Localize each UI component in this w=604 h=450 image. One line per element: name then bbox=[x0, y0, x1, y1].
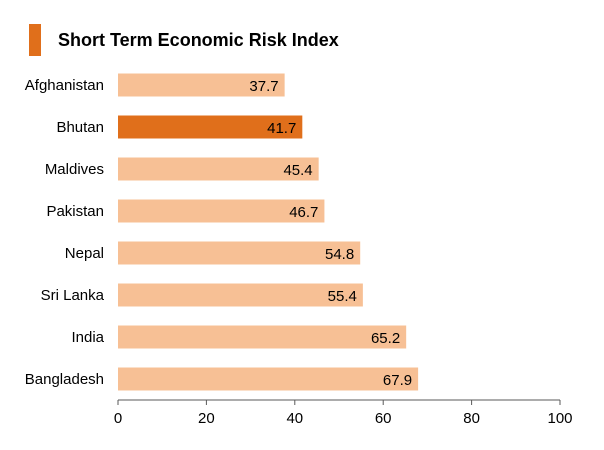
category-label: Nepal bbox=[65, 245, 104, 262]
category-label: Bhutan bbox=[56, 119, 104, 136]
data-label: 37.7 bbox=[249, 78, 278, 95]
bar bbox=[118, 73, 285, 97]
x-tick-label: 60 bbox=[375, 410, 392, 427]
title-accent-bar bbox=[29, 24, 41, 56]
bar bbox=[118, 115, 303, 139]
category-label: India bbox=[71, 329, 104, 346]
chart-title: Short Term Economic Risk Index bbox=[58, 29, 339, 50]
category-label: Sri Lanka bbox=[41, 287, 105, 304]
data-label: 54.8 bbox=[325, 246, 354, 263]
x-tick-label: 20 bbox=[198, 410, 215, 427]
category-label: Bangladesh bbox=[25, 371, 104, 388]
data-label: 55.4 bbox=[328, 288, 357, 305]
data-label: 46.7 bbox=[289, 204, 318, 221]
bar bbox=[118, 283, 363, 307]
data-label: 65.2 bbox=[371, 330, 400, 347]
bar bbox=[118, 241, 361, 265]
category-label: Afghanistan bbox=[25, 77, 104, 94]
bar bbox=[118, 157, 319, 181]
data-label: 67.9 bbox=[383, 372, 412, 389]
bar bbox=[118, 325, 407, 349]
x-tick-label: 80 bbox=[463, 410, 480, 427]
data-label: 41.7 bbox=[267, 120, 296, 137]
category-label: Pakistan bbox=[46, 203, 104, 220]
x-tick-label: 40 bbox=[286, 410, 303, 427]
bar bbox=[118, 199, 325, 223]
x-tick-label: 0 bbox=[114, 410, 122, 427]
x-tick-label: 100 bbox=[547, 410, 572, 427]
data-label: 45.4 bbox=[283, 162, 312, 179]
category-label: Maldives bbox=[45, 161, 104, 178]
chart-title-block: Short Term Economic Risk Index bbox=[29, 24, 339, 56]
bar bbox=[118, 367, 419, 391]
